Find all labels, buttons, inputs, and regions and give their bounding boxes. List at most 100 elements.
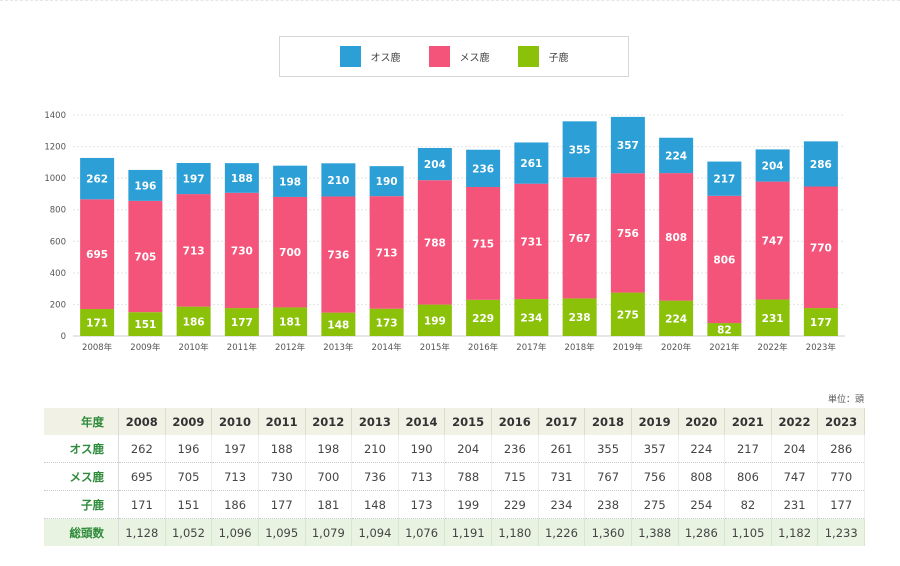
year-header: 2013: [351, 408, 399, 435]
legend-item-male[interactable]: オス鹿: [339, 46, 401, 67]
bar-segment[interactable]: [417, 304, 452, 336]
y-tick-label: 600: [50, 237, 66, 247]
bar-segment[interactable]: [176, 162, 211, 195]
bar-segment[interactable]: [514, 299, 549, 336]
table-cell: 196: [165, 435, 213, 463]
bar-segment[interactable]: [273, 307, 308, 336]
bar-segment[interactable]: [321, 312, 356, 336]
bar-segment[interactable]: [369, 166, 404, 197]
bar-segment[interactable]: [659, 173, 694, 301]
table-cell: 197: [211, 435, 259, 463]
bar-value-label: 181: [279, 317, 301, 329]
bar-segment[interactable]: [562, 298, 597, 336]
header-label: 年度: [44, 408, 119, 435]
legend-item-female[interactable]: メス鹿: [428, 46, 490, 67]
table-cell: 770: [817, 462, 865, 491]
bar-value-label: 806: [713, 254, 735, 266]
table-cell: 286: [817, 435, 865, 463]
bar-value-label: 286: [810, 159, 832, 171]
bar-segment[interactable]: [514, 183, 549, 300]
bar-value-label: 770: [810, 242, 832, 254]
bar-segment[interactable]: [369, 308, 404, 336]
bar-segment[interactable]: [321, 163, 356, 197]
bar-value-label: 148: [327, 319, 349, 331]
bar-segment[interactable]: [610, 292, 645, 336]
bar-segment[interactable]: [803, 186, 838, 309]
year-header: 2019: [631, 408, 679, 435]
bar-segment[interactable]: [224, 308, 259, 336]
year-header: 2010: [211, 408, 259, 435]
bar-segment[interactable]: [803, 308, 838, 336]
bar-segment[interactable]: [466, 186, 501, 300]
bar-segment[interactable]: [707, 161, 742, 196]
table-cell: 756: [631, 462, 679, 491]
bar-segment[interactable]: [659, 300, 694, 336]
total-cell: 1,182: [771, 518, 819, 546]
bar-segment[interactable]: [321, 196, 356, 313]
bar-segment[interactable]: [466, 299, 501, 336]
total-cell: 1,286: [678, 518, 726, 546]
total-cell: 1,094: [351, 518, 399, 546]
bar-segment[interactable]: [128, 200, 163, 313]
bar-segment[interactable]: [610, 173, 645, 293]
bar-value-label: 171: [86, 318, 108, 330]
bar-segment[interactable]: [224, 163, 259, 193]
legend-item-fawn[interactable]: 子鹿: [517, 46, 569, 67]
bar-segment[interactable]: [80, 157, 115, 200]
table-cell: 357: [631, 435, 679, 463]
bar-segment[interactable]: [755, 181, 790, 300]
bar-segment[interactable]: [80, 309, 115, 336]
total-cell: 1,180: [491, 518, 539, 546]
y-tick-label: 0: [61, 332, 66, 342]
table-cell: 747: [771, 462, 819, 491]
bar-segment[interactable]: [176, 306, 211, 336]
bar-value-label: 151: [134, 319, 156, 331]
bar-value-label: 204: [762, 161, 784, 173]
bar-segment[interactable]: [755, 149, 790, 182]
bar-segment[interactable]: [659, 137, 694, 174]
bar-segment[interactable]: [80, 199, 115, 310]
bar-segment[interactable]: [562, 177, 597, 299]
bar-segment[interactable]: [610, 116, 645, 174]
bar-segment[interactable]: [466, 149, 501, 187]
table-cell: 204: [771, 435, 819, 463]
bar-value-label: 177: [810, 317, 832, 329]
legend-label-female: メス鹿: [459, 53, 490, 64]
bar-segment[interactable]: [707, 195, 742, 324]
bar-value-label: 82: [717, 325, 732, 337]
bar-segment[interactable]: [755, 299, 790, 336]
bar-segment[interactable]: [128, 312, 163, 336]
table-header-row: 年度 2008 2009 2010 2011 2012 2013 2014 2015 2016 2…: [44, 408, 865, 435]
total-cell: 1,191: [444, 518, 492, 546]
legend-swatch-female: [428, 46, 450, 67]
table-cell: 731: [538, 462, 586, 491]
table-cell: 229: [491, 490, 539, 519]
total-cell: 1,128: [118, 518, 166, 546]
bar-segment[interactable]: [273, 196, 308, 308]
bar-value-label: 700: [279, 247, 301, 259]
bar-segment[interactable]: [176, 194, 211, 307]
bar-value-label: 747: [762, 236, 784, 248]
bar-segment[interactable]: [273, 165, 308, 197]
year-header: 2014: [398, 408, 446, 435]
table-cell: 808: [678, 462, 726, 491]
bar-segment[interactable]: [417, 147, 452, 181]
bar-segment[interactable]: [803, 141, 838, 187]
year-header: 2023: [817, 408, 865, 435]
total-cell: 1,105: [724, 518, 772, 546]
bar-segment[interactable]: [224, 192, 259, 309]
bar-segment[interactable]: [369, 196, 404, 309]
y-tick-label: 1400: [44, 111, 66, 121]
stacked-bar-chart: 0 200 400 600 800 1000 1200 1400 171 695 262 151 70…: [44, 111, 845, 353]
bar-value-label: 788: [424, 237, 446, 249]
bar-segment[interactable]: [562, 121, 597, 178]
bar-segment[interactable]: [128, 169, 163, 201]
data-table: 年度 2008 2009 2010 2011 2012 2013 2014 2015 2016 2…: [44, 408, 865, 546]
table-cell: 171: [118, 490, 166, 519]
table-cell: 236: [491, 435, 539, 463]
row-label: 総頭数: [44, 518, 119, 546]
x-tick-label: 2010年: [179, 342, 210, 353]
bar-segment[interactable]: [417, 180, 452, 305]
bar-segment[interactable]: [514, 142, 549, 184]
bar-segment[interactable]: [707, 323, 742, 336]
